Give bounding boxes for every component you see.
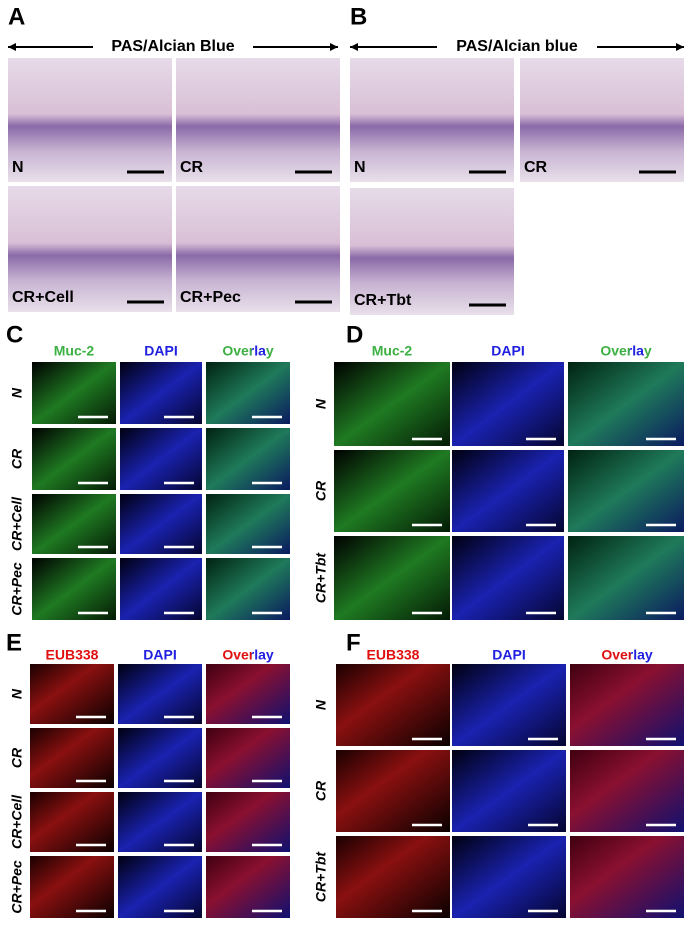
panel-label: C: [6, 321, 23, 348]
image-label: N: [354, 159, 366, 176]
fluorescence-image: [568, 536, 684, 620]
fluorescence-image: [120, 428, 202, 490]
fluorescence-image: [32, 362, 116, 424]
fluorescence-image: [570, 750, 684, 832]
row-label: CR+Cell: [9, 496, 25, 551]
fluorescence-image: [334, 450, 450, 532]
row-label: CR+Pec: [9, 562, 25, 616]
fluorescence-image: [452, 450, 564, 532]
panel-label: F: [346, 629, 361, 656]
row-label: CR: [313, 480, 329, 501]
column-header: DAPI: [144, 343, 177, 359]
panel-label: A: [8, 3, 25, 30]
column-header: Muc-2: [372, 343, 413, 359]
fluorescence-image: [568, 362, 684, 446]
column-header: DAPI: [492, 647, 525, 663]
image-label: CR: [524, 159, 548, 176]
row-label: CR: [313, 780, 329, 801]
row-label: N: [9, 387, 25, 398]
column-header: Overlay: [601, 647, 653, 663]
row-label: CR: [9, 747, 25, 768]
panel-label: E: [6, 629, 22, 656]
row-label: CR+Cell: [9, 794, 25, 849]
row-label: CR+Tbt: [313, 851, 329, 903]
image-label: CR+Pec: [180, 289, 241, 306]
arrow-head: [676, 43, 684, 51]
fluorescence-image: [206, 792, 290, 852]
row-label: N: [313, 699, 329, 710]
histology-image: [350, 188, 514, 315]
fluorescence-image: [334, 362, 450, 446]
fluorescence-image: [32, 428, 116, 490]
histology-image: [350, 58, 514, 182]
histology-image: [8, 186, 172, 312]
column-header: Muc-2: [54, 343, 95, 359]
arrow-head: [8, 43, 16, 51]
fluorescence-image: [206, 728, 290, 788]
fluorescence-image: [452, 536, 564, 620]
image-label: CR+Cell: [12, 289, 74, 306]
fluorescence-image: [118, 728, 202, 788]
fluorescence-image: [336, 836, 450, 918]
fluorescence-image: [30, 856, 114, 918]
fluorescence-image: [206, 494, 290, 554]
fluorescence-image: [32, 494, 116, 554]
fluorescence-image: [120, 558, 202, 620]
fluorescence-image: [336, 750, 450, 832]
panel-label: D: [346, 321, 363, 348]
column-header: DAPI: [491, 343, 524, 359]
fluorescence-image: [452, 836, 566, 918]
row-label: N: [313, 398, 329, 409]
histology-image: [520, 58, 684, 182]
fluorescence-image: [206, 856, 290, 918]
fluorescence-image: [334, 536, 450, 620]
fluorescence-image: [30, 792, 114, 852]
fluorescence-image: [336, 664, 450, 746]
fluorescence-image: [452, 750, 566, 832]
fluorescence-image: [206, 428, 290, 490]
image-label: N: [12, 159, 24, 176]
histology-image: [176, 58, 340, 182]
fluorescence-image: [30, 664, 114, 724]
fluorescence-image: [30, 728, 114, 788]
column-header: Overlay: [222, 647, 274, 663]
column-header: Overlay: [222, 343, 274, 359]
arrow-head: [330, 43, 338, 51]
fluorescence-image: [32, 558, 116, 620]
panel-header: PAS/Alcian blue: [456, 38, 578, 55]
row-label: CR+Tbt: [313, 552, 329, 604]
row-label: CR: [9, 448, 25, 469]
column-header: EUB338: [367, 647, 420, 663]
fluorescence-image: [118, 856, 202, 918]
fluorescence-image: [206, 558, 290, 620]
column-header: Overlay: [600, 343, 652, 359]
fluorescence-image: [118, 792, 202, 852]
fluorescence-image: [206, 362, 290, 424]
fluorescence-image: [568, 450, 684, 532]
fluorescence-image: [118, 664, 202, 724]
fluorescence-image: [206, 664, 290, 724]
column-header: DAPI: [143, 647, 176, 663]
histology-image: [176, 186, 340, 312]
arrow-head: [350, 43, 358, 51]
image-label: CR+Tbt: [354, 292, 412, 309]
fluorescence-image: [452, 362, 564, 446]
fluorescence-image: [570, 836, 684, 918]
fluorescence-image: [120, 362, 202, 424]
panel-header: PAS/Alcian Blue: [111, 38, 234, 55]
panel-label: B: [350, 3, 367, 30]
row-label: N: [9, 688, 25, 699]
fluorescence-image: [570, 664, 684, 746]
histology-image: [8, 58, 172, 182]
fluorescence-image: [452, 664, 566, 746]
column-header: EUB338: [46, 647, 99, 663]
row-label: CR+Pec: [9, 860, 25, 914]
image-label: CR: [180, 159, 204, 176]
fluorescence-image: [120, 494, 202, 554]
